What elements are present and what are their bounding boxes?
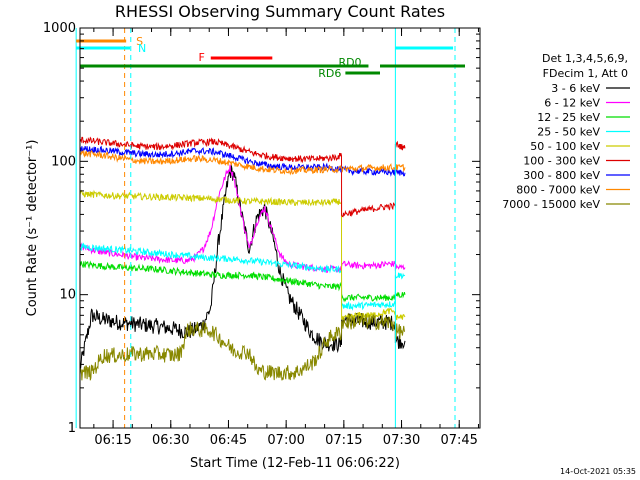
y-axis-title: Count Rate (s⁻¹ detector⁻¹) [25,140,40,317]
legend-label-25-50-kev: 25 - 50 keV [537,126,600,139]
series-line-25-50-kev [79,242,406,311]
legend: Det 1,3,4,5,6,9, FDecim 1, Att 0 3 - 6 k… [502,52,630,211]
x-tick-label-3: 06:45 [210,433,247,448]
x-tick-label-7: 07:45 [440,433,477,448]
series-line-100-300-kev [79,136,406,218]
x-tick-label-6: 07:30 [383,433,420,448]
y-tick-label-2: 10 [59,288,76,303]
legend-label-100-300-kev: 100 - 300 keV [523,155,600,168]
y-tick-label-4: 1000 [43,21,76,36]
series-line-6-12-kev [79,164,406,274]
chart-title: RHESSI Observing Summary Count Rates [115,2,445,21]
legend-header-detectors: Det 1,3,4,5,6,9, [542,52,628,65]
status-label-n: N [138,42,146,55]
series-line-7000-15000-kev [79,313,406,381]
series-layer [79,136,406,381]
legend-label-50-100-kev: 50 - 100 keV [530,140,600,153]
x-tick-label-2: 06:30 [152,433,189,448]
axis-layer: 1 10 100 1000 06:15 06:30 06:45 07:00 07:15 07:30… [43,21,480,448]
legend-label-300-800-kev: 300 - 800 keV [523,169,600,182]
series-line-300-800-kev [79,145,406,177]
x-axis-title: Start Time (12-Feb-11 06:06:22) [190,456,400,471]
x-tick-label-5: 07:15 [325,433,362,448]
x-tick-label-1: 06:15 [94,433,131,448]
status-label-rd6: RD6 [318,67,341,80]
plot-frame [79,27,481,429]
legend-label-800-7000-kev: 800 - 7000 keV [516,184,600,197]
legend-label-3-6-kev: 3 - 6 keV [551,82,600,95]
y-tick-label-3: 100 [51,154,76,169]
legend-label-7000-15000-kev: 7000 - 15000 keV [502,198,600,211]
series-line-50-100-kev [79,189,406,321]
series-line-12-25-kev [79,260,406,303]
legend-label-6-12-kev: 6 - 12 keV [544,97,600,110]
series-line-800-7000-kev [79,149,406,176]
x-tick-label-4: 07:00 [267,433,304,448]
legend-label-12-25-kev: 12 - 25 keV [537,111,600,124]
status-label-s: S [136,35,143,48]
footer-timestamp: 14-Oct-2021 05:35 [560,467,636,476]
y-tick-label-1: 1 [68,421,76,436]
legend-header-decimation: FDecim 1, Att 0 [543,67,628,80]
status-label-f: F [198,51,204,64]
